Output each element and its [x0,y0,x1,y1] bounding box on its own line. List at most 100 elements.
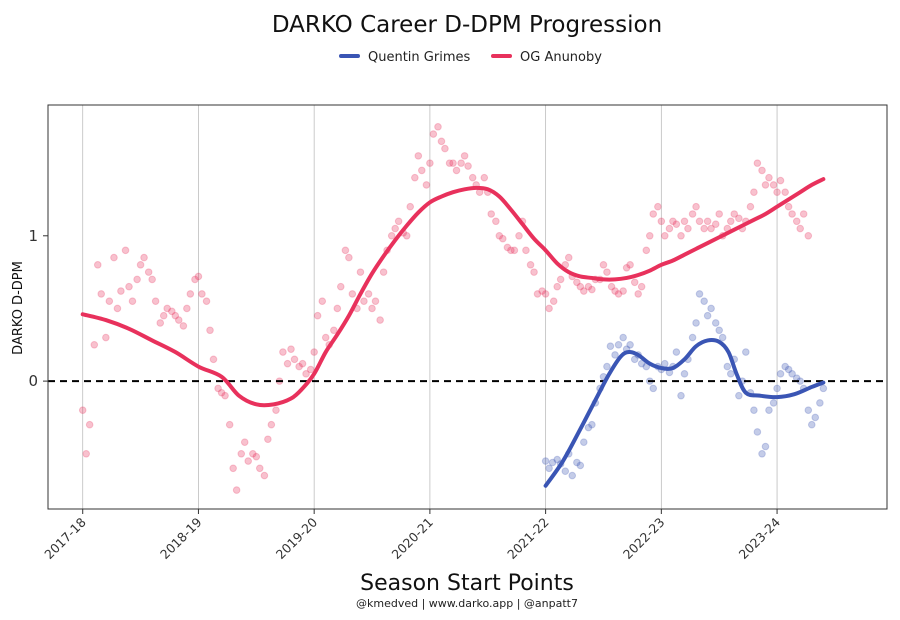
anunoby-point [391,224,399,233]
anunoby-point [429,130,438,138]
anunoby-point [387,231,396,240]
anunoby-point [125,282,133,291]
anunoby-point [264,435,272,444]
anunoby-point [707,224,715,233]
grimes-point [761,442,770,451]
grimes-point [630,355,639,364]
anunoby-point [753,159,762,167]
anunoby-point [649,210,658,218]
anunoby-point [221,391,229,400]
grimes-point [703,311,712,320]
anunoby-point [580,287,588,295]
anunoby-point [202,297,211,305]
anunoby-point [321,333,330,342]
grimes-point [603,362,611,371]
anunoby-point [136,261,145,269]
anunoby-point [217,388,226,397]
anunoby-point [441,144,449,153]
anunoby-point [669,217,677,226]
anunoby-point [237,449,246,458]
x-tick-label: 2020-21 [388,515,436,563]
anunoby-point [564,253,573,262]
anunoby-point [174,316,183,324]
grimes-smooth-line [543,338,826,488]
anunoby-point [480,173,489,182]
grimes-point [788,370,796,378]
anunoby-point [765,173,773,182]
grimes-point [742,348,750,356]
anunoby-point [295,362,303,371]
anunoby-point [788,210,796,218]
chart-legend: Quentin Grimes OG Anunoby [339,50,602,65]
anunoby-point [769,181,778,189]
y-tick-label: 1 [28,227,38,245]
grimes-point [707,304,715,313]
grimes-point [680,370,689,378]
anunoby-point [781,188,789,196]
vertical-gridlines [82,105,778,509]
anunoby-point [417,166,426,175]
anunoby-point [449,159,457,167]
anunoby-point [290,355,299,364]
anunoby-point [171,311,180,320]
anunoby-point [330,326,338,335]
grimes-point [580,438,588,446]
anunoby-point [576,282,585,291]
anunoby-point [434,122,442,131]
anunoby-point [151,297,160,305]
anunoby-point [507,246,515,255]
grimes-point [819,384,828,393]
anunoby-point [776,176,785,185]
x-tick-label: 2017-18 [41,514,89,562]
anunoby-point [376,316,384,324]
grimes-point [773,384,781,393]
anunoby-point [549,297,558,305]
chart-title: DARKO Career D-DPM Progression [272,12,662,38]
anunoby-point [267,420,276,429]
grimes-point [614,340,623,349]
anunoby-point [85,420,94,429]
grimes-point [688,333,697,342]
anunoby-point [249,449,257,458]
anunoby-point [730,210,739,218]
grimes-point [718,333,727,342]
grimes-point [804,406,813,414]
anunoby-point [522,246,530,255]
anunoby-point [379,268,388,276]
anunoby-point [229,464,237,473]
anunoby-point [784,202,793,211]
anunoby-point [468,173,477,182]
legend-label-og-anunoby: OG Anunoby [520,50,602,65]
grimes-point [776,370,785,378]
anunoby-point [163,304,171,313]
anunoby-point [240,438,249,446]
anunoby-point [611,287,619,295]
anunoby-point [452,166,461,175]
anunoby-point [758,166,766,175]
anunoby-point [538,287,546,295]
anunoby-point [654,202,662,211]
anunoby-point [634,290,642,298]
anunoby-point [773,188,781,196]
anunoby-point [260,471,269,480]
grimes-point [692,319,700,327]
x-tick-label: 2023-24 [736,514,784,562]
anunoby-point [700,224,708,233]
anunoby-point [645,231,654,240]
anunoby-point [318,297,327,305]
anunoby-point [422,181,431,189]
grimes-point [726,370,735,378]
anunoby-point [445,159,454,167]
anunoby-point [168,307,176,316]
anunoby-point [603,268,611,276]
anunoby-point [306,365,315,374]
anunoby-point [209,355,218,364]
anunoby-point [584,282,593,291]
anunoby-point [105,297,114,305]
anunoby-point [214,384,222,393]
anunoby-point [113,304,122,313]
x-tick-label: 2021-22 [504,515,552,563]
grimes-point [661,359,669,368]
x-axis-title: Season Start Points [360,571,574,596]
anunoby-point [90,340,99,349]
